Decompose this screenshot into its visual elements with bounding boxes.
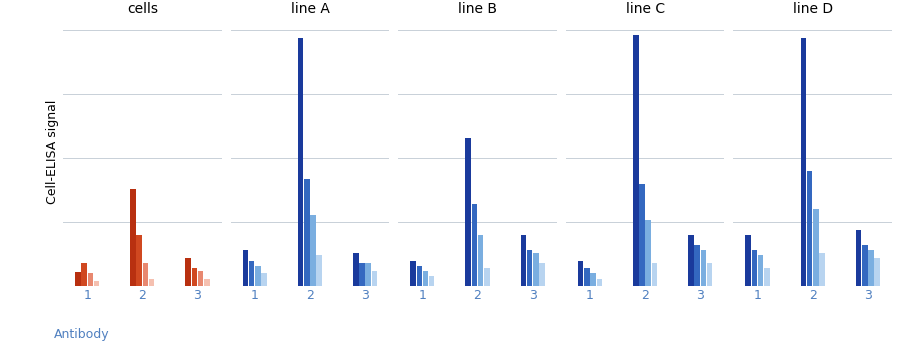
Bar <box>758 255 763 286</box>
Bar <box>242 250 249 286</box>
Bar <box>359 263 365 286</box>
Bar <box>429 276 434 286</box>
Bar <box>869 250 874 286</box>
Bar <box>533 253 539 286</box>
Bar <box>527 250 532 286</box>
Bar <box>186 258 191 286</box>
Bar <box>751 250 757 286</box>
Bar <box>478 235 484 286</box>
Bar <box>131 189 136 286</box>
Bar <box>701 250 706 286</box>
Bar <box>142 263 149 286</box>
Bar <box>410 261 416 286</box>
Bar <box>192 268 197 286</box>
Bar <box>521 235 526 286</box>
Bar <box>75 272 81 286</box>
Bar <box>255 266 260 286</box>
Bar <box>633 35 639 286</box>
Bar <box>81 263 86 286</box>
Bar <box>94 281 99 286</box>
Bar <box>366 263 371 286</box>
Title: Cancer cell
line D: Cancer cell line D <box>774 0 851 16</box>
Bar <box>596 279 602 286</box>
Bar <box>584 268 589 286</box>
Bar <box>136 235 142 286</box>
Bar <box>298 38 304 286</box>
Y-axis label: Cell-ELISA signal: Cell-ELISA signal <box>46 99 59 204</box>
Bar <box>261 273 267 286</box>
Bar <box>706 263 713 286</box>
Bar <box>423 271 428 286</box>
Bar <box>198 271 204 286</box>
Title: Cancer cell
line A: Cancer cell line A <box>271 0 349 16</box>
Bar <box>578 261 584 286</box>
Bar <box>149 279 154 286</box>
Bar <box>87 273 93 286</box>
Bar <box>353 253 359 286</box>
Bar <box>471 204 478 286</box>
Title: Healthy
cells: Healthy cells <box>115 0 169 16</box>
Bar <box>645 220 651 286</box>
Bar <box>590 273 596 286</box>
Bar <box>745 235 751 286</box>
Bar <box>819 253 824 286</box>
Bar <box>416 266 422 286</box>
Bar <box>806 171 813 286</box>
Bar <box>813 209 819 286</box>
Bar <box>695 245 700 286</box>
Bar <box>204 279 210 286</box>
Bar <box>316 255 322 286</box>
Bar <box>801 38 806 286</box>
Bar <box>874 258 880 286</box>
Bar <box>651 263 657 286</box>
Bar <box>310 215 316 286</box>
Bar <box>862 245 868 286</box>
Title: Cancer cell
line B: Cancer cell line B <box>439 0 516 16</box>
Bar <box>856 230 861 286</box>
Bar <box>764 268 769 286</box>
Bar <box>539 263 545 286</box>
Bar <box>639 184 645 286</box>
Title: Cancer cell
line C: Cancer cell line C <box>606 0 684 16</box>
Bar <box>371 271 378 286</box>
Bar <box>688 235 694 286</box>
Text: Antibody: Antibody <box>54 328 110 341</box>
Bar <box>249 261 254 286</box>
Bar <box>466 138 471 286</box>
Bar <box>304 179 310 286</box>
Bar <box>484 268 489 286</box>
